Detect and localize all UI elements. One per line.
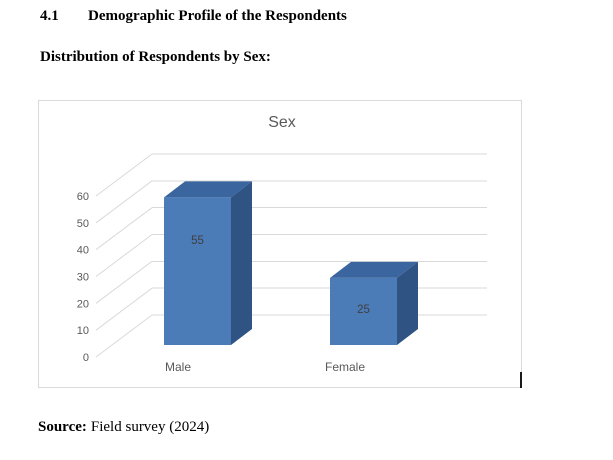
y-axis-tick-label: 60 [77,191,89,203]
gridline-diagonal [95,153,153,197]
gridline-diagonal [95,287,153,331]
bar-data-label: 55 [191,235,204,247]
y-axis-tick-label: 40 [77,245,89,257]
x-axis-category-label: Female [325,360,365,374]
text-cursor [520,372,522,388]
section-number: 4.1 [40,8,59,24]
x-axis-category-label: Male [165,360,191,374]
y-axis-tick-label: 30 [77,272,89,284]
source-label: Source: [38,419,87,435]
y-axis-tick-label: 0 [83,352,89,364]
bar-top-face [164,181,252,198]
y-axis-tick-label: 50 [77,218,89,230]
axis-labels: 0 10 20 30 40 50 60 55 Male 25 Female [77,191,370,374]
bars [164,181,418,345]
subheading: Distribution of Respondents by Sex: [40,49,271,65]
section-title: Demographic Profile of the Respondents [88,8,347,24]
bar-side-face [397,261,418,345]
chart-title: Sex [268,114,296,131]
chart-object[interactable]: 0 10 20 30 40 50 60 55 Male 25 Female Sex [38,100,522,388]
y-axis-tick-label: 10 [77,325,89,337]
bar-side-face [231,181,252,345]
source-text: Field survey (2024) [90,419,210,435]
bar-front-face [164,197,231,345]
bar-top-face [330,261,418,278]
gridline-diagonal [95,314,153,358]
bar-front-face [330,277,397,345]
gridline-diagonal [95,234,153,277]
gridline-diagonal [95,260,153,304]
bar-data-label: 25 [357,304,370,316]
gridline-diagonal [95,180,153,224]
source-line: Source: Field survey (2024) [38,419,209,436]
section-heading: 4.1 Demographic Profile of the Respondent… [40,8,347,25]
gridlines [95,153,487,358]
gridline-diagonal [95,207,153,251]
y-axis-tick-label: 20 [77,298,89,310]
